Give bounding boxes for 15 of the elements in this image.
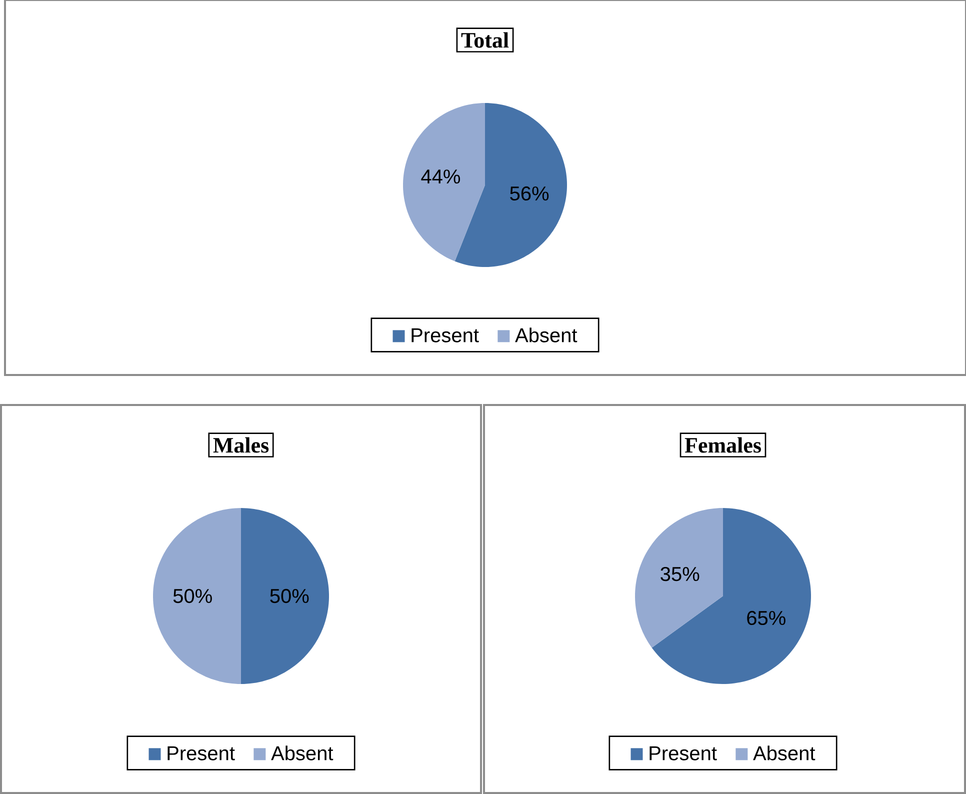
legend-label: Present [650,746,717,760]
data-label: 50% [173,588,212,604]
data-label: 65% [747,610,786,626]
legend-label: Present [412,328,479,342]
chart-title: Males [213,437,269,453]
legend-label: Absent [515,328,578,342]
chart-title: Total [461,32,509,48]
legend-label: Present [168,746,235,760]
data-label: 56% [510,186,549,201]
data-label: 50% [270,588,309,604]
data-label: 44% [421,170,460,184]
data-label: 35% [660,566,700,582]
chart-title: Females [684,437,761,453]
legend-label: Absent [753,746,816,760]
legend-label: Absent [271,746,334,760]
